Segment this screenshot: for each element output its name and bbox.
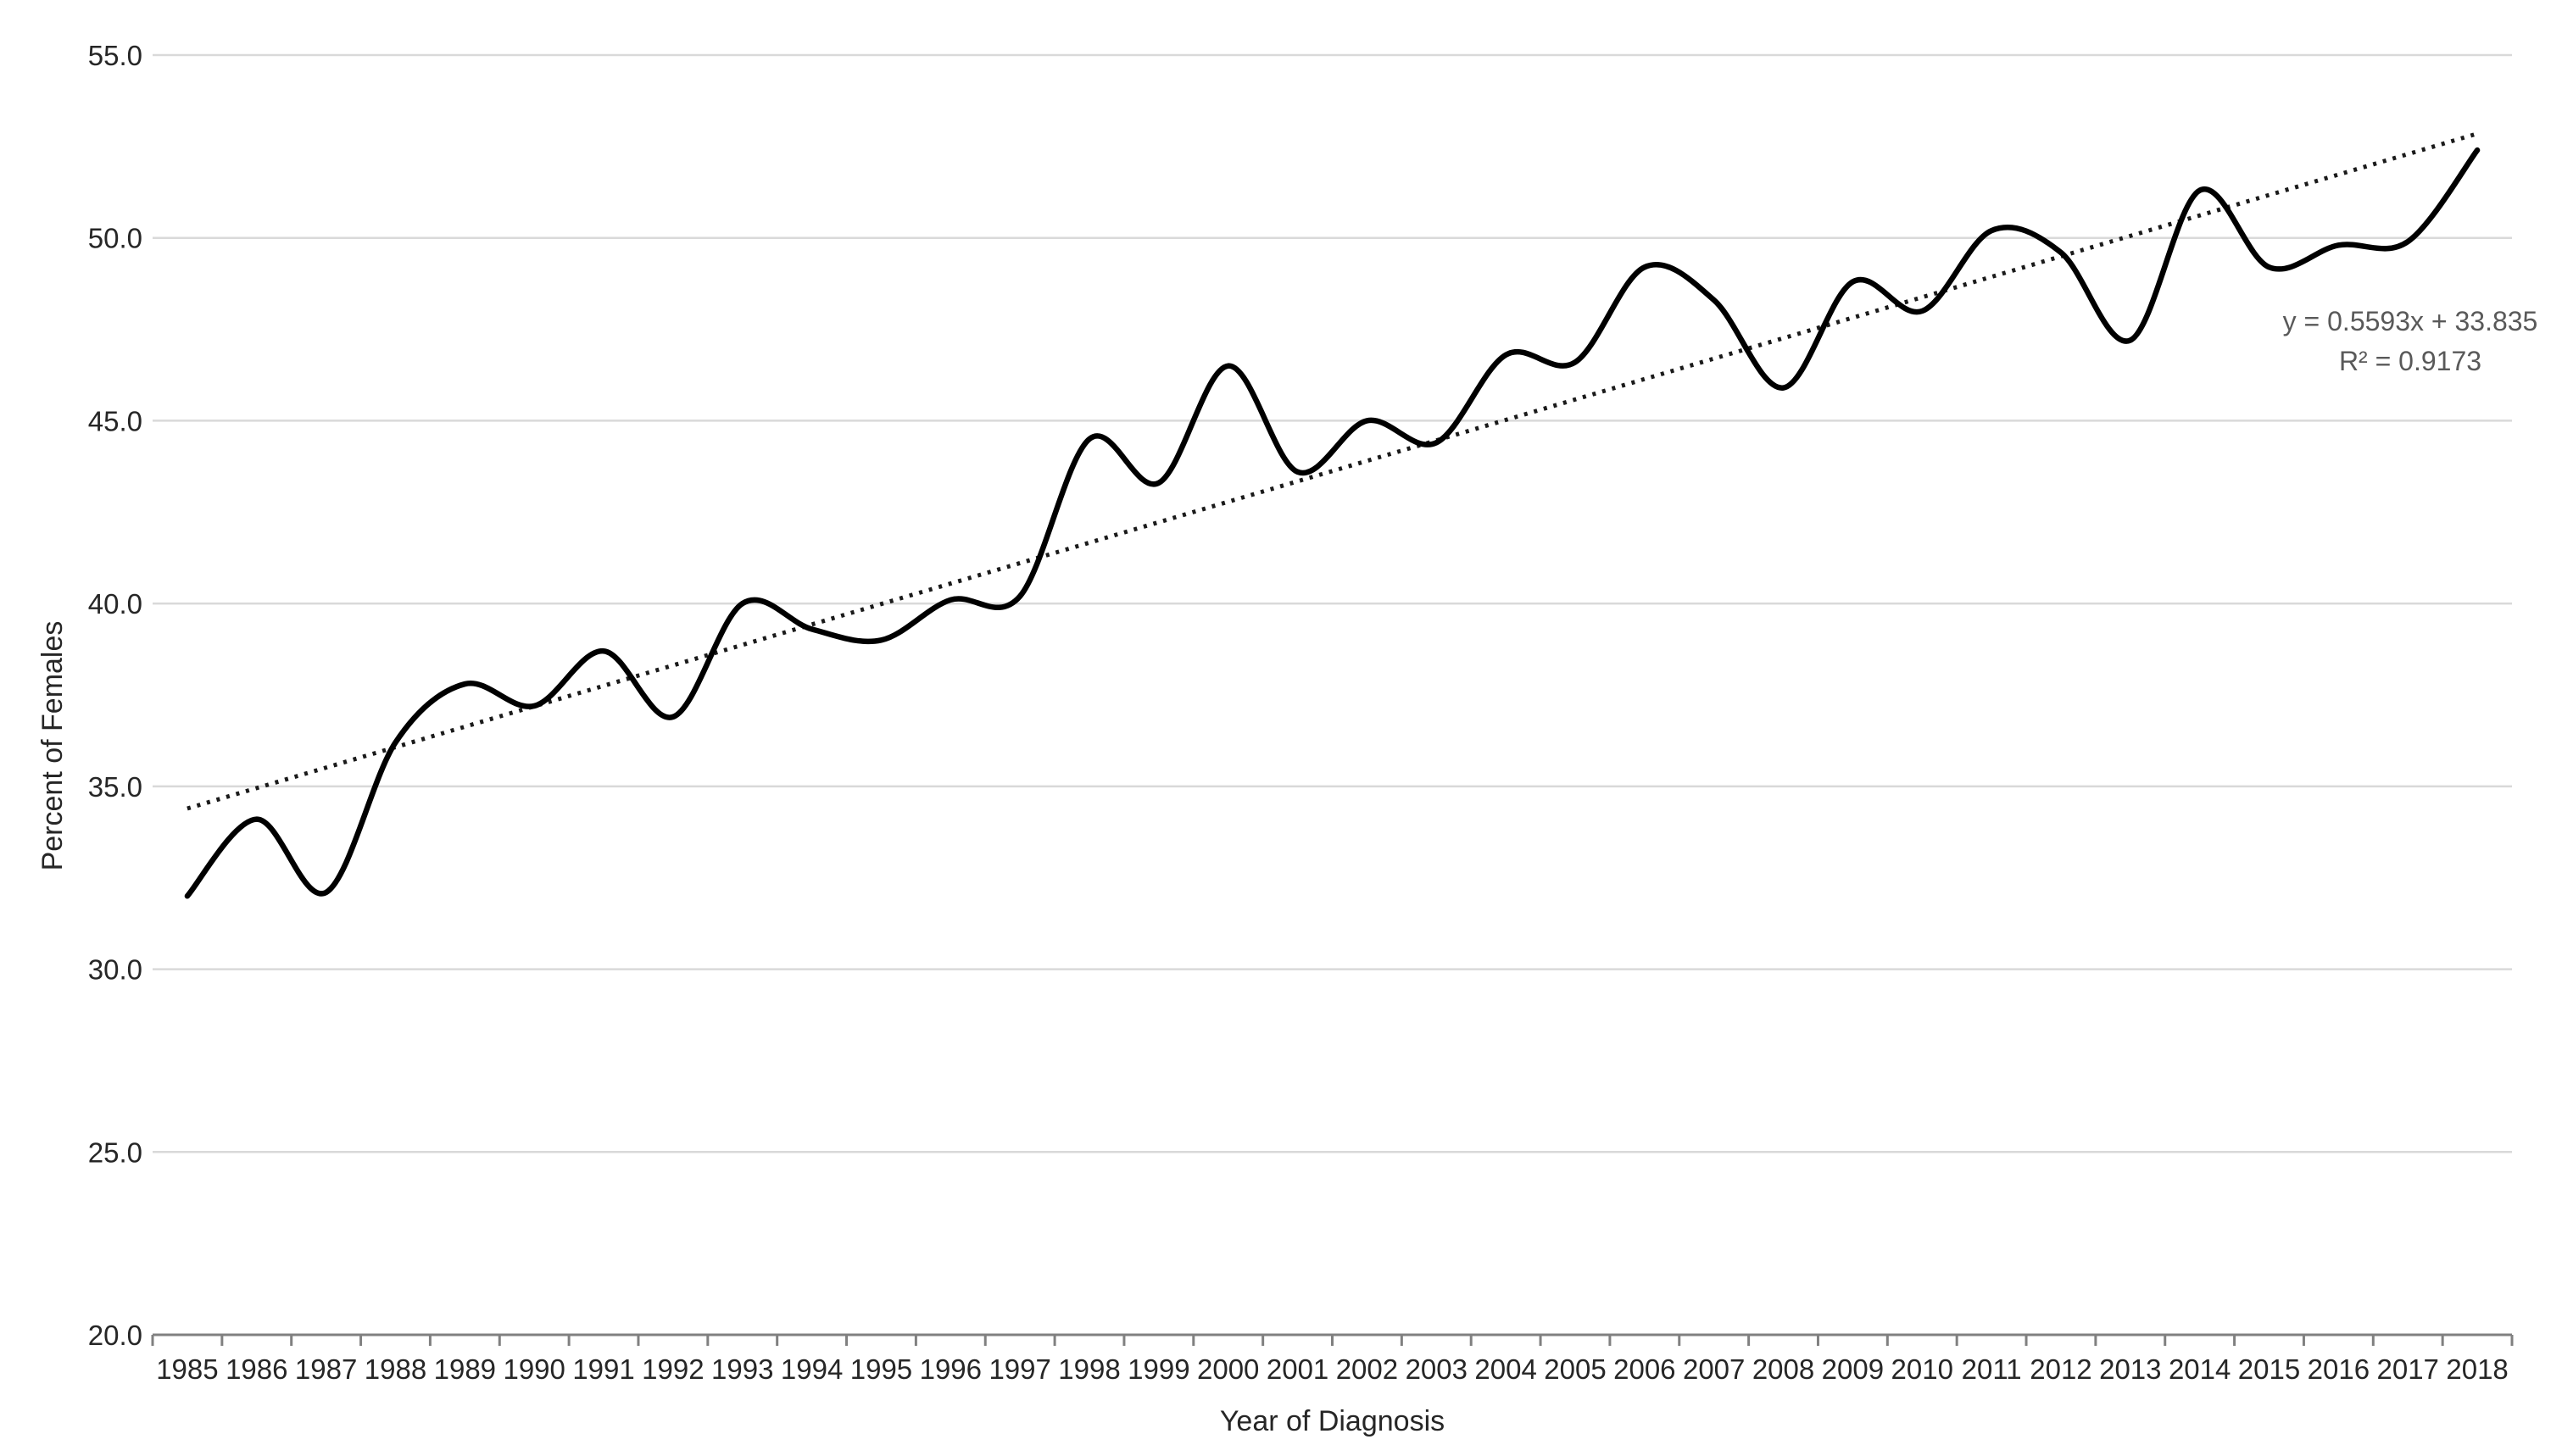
x-tick-label: 1993: [711, 1353, 773, 1385]
y-tick-label: 55.0: [88, 40, 142, 71]
x-tick-label: 1996: [920, 1353, 982, 1385]
x-axis-title: Year of Diagnosis: [1219, 1405, 1445, 1437]
x-tick-label: 2008: [1752, 1353, 1814, 1385]
x-tick-label: 2016: [2308, 1353, 2370, 1385]
x-tick-label: 2002: [1336, 1353, 1398, 1385]
x-tick-label: 2018: [2446, 1353, 2508, 1385]
x-tick-label: 1989: [434, 1353, 496, 1385]
x-tick-label: 2007: [1683, 1353, 1745, 1385]
y-tick-label: 30.0: [88, 954, 142, 986]
x-tick-label: 2004: [1474, 1353, 1536, 1385]
x-tick-label: 1990: [503, 1353, 565, 1385]
x-tick-label: 1992: [642, 1353, 704, 1385]
trendline-equation-text: y = 0.5593x + 33.835: [2282, 306, 2538, 336]
y-tick-label: 40.0: [88, 588, 142, 620]
x-tick-label: 1987: [295, 1353, 357, 1385]
y-tick-label: 25.0: [88, 1136, 142, 1168]
x-tick-label: 1988: [365, 1353, 426, 1385]
x-tick-label: 1999: [1128, 1353, 1189, 1385]
x-tick-label: 1986: [226, 1353, 287, 1385]
x-tick-label: 2009: [1822, 1353, 1884, 1385]
x-tick-label: 1991: [572, 1353, 634, 1385]
y-tick-label: 35.0: [88, 771, 142, 803]
x-tick-label: 2011: [1962, 1353, 2022, 1385]
x-tick-label: 1994: [781, 1353, 843, 1385]
x-tick-label: 2006: [1613, 1353, 1675, 1385]
x-tick-label: 1998: [1058, 1353, 1120, 1385]
x-tick-label: 2001: [1267, 1353, 1328, 1385]
y-tick-label: 45.0: [88, 405, 142, 436]
y-tick-label: 20.0: [88, 1320, 142, 1351]
trendline-r-squared-text: R² = 0.9173: [2338, 346, 2482, 376]
x-tick-label: 2015: [2238, 1353, 2300, 1385]
x-tick-label: 2005: [1544, 1353, 1606, 1385]
trendline-equation-label: y = 0.5593x + 33.835 R² = 0.9173: [2262, 302, 2559, 381]
x-tick-label: 2010: [1891, 1353, 1953, 1385]
y-tick-label: 50.0: [88, 223, 142, 254]
data-series-line: [184, 147, 2481, 899]
x-tick-label: 1997: [989, 1353, 1050, 1385]
y-axis-title: Percent of Females: [36, 620, 69, 871]
x-tick-label: 1985: [156, 1353, 218, 1385]
x-tick-label: 2014: [2169, 1353, 2231, 1385]
x-tick-label: 2012: [2030, 1353, 2091, 1385]
x-tick-label: 2013: [2099, 1353, 2161, 1385]
x-tick-label: 2003: [1406, 1353, 1468, 1385]
trendline: [187, 131, 2478, 811]
x-tick-label: 2000: [1197, 1353, 1259, 1385]
x-tick-label: 2017: [2377, 1353, 2439, 1385]
x-tick-label: 1995: [850, 1353, 912, 1385]
